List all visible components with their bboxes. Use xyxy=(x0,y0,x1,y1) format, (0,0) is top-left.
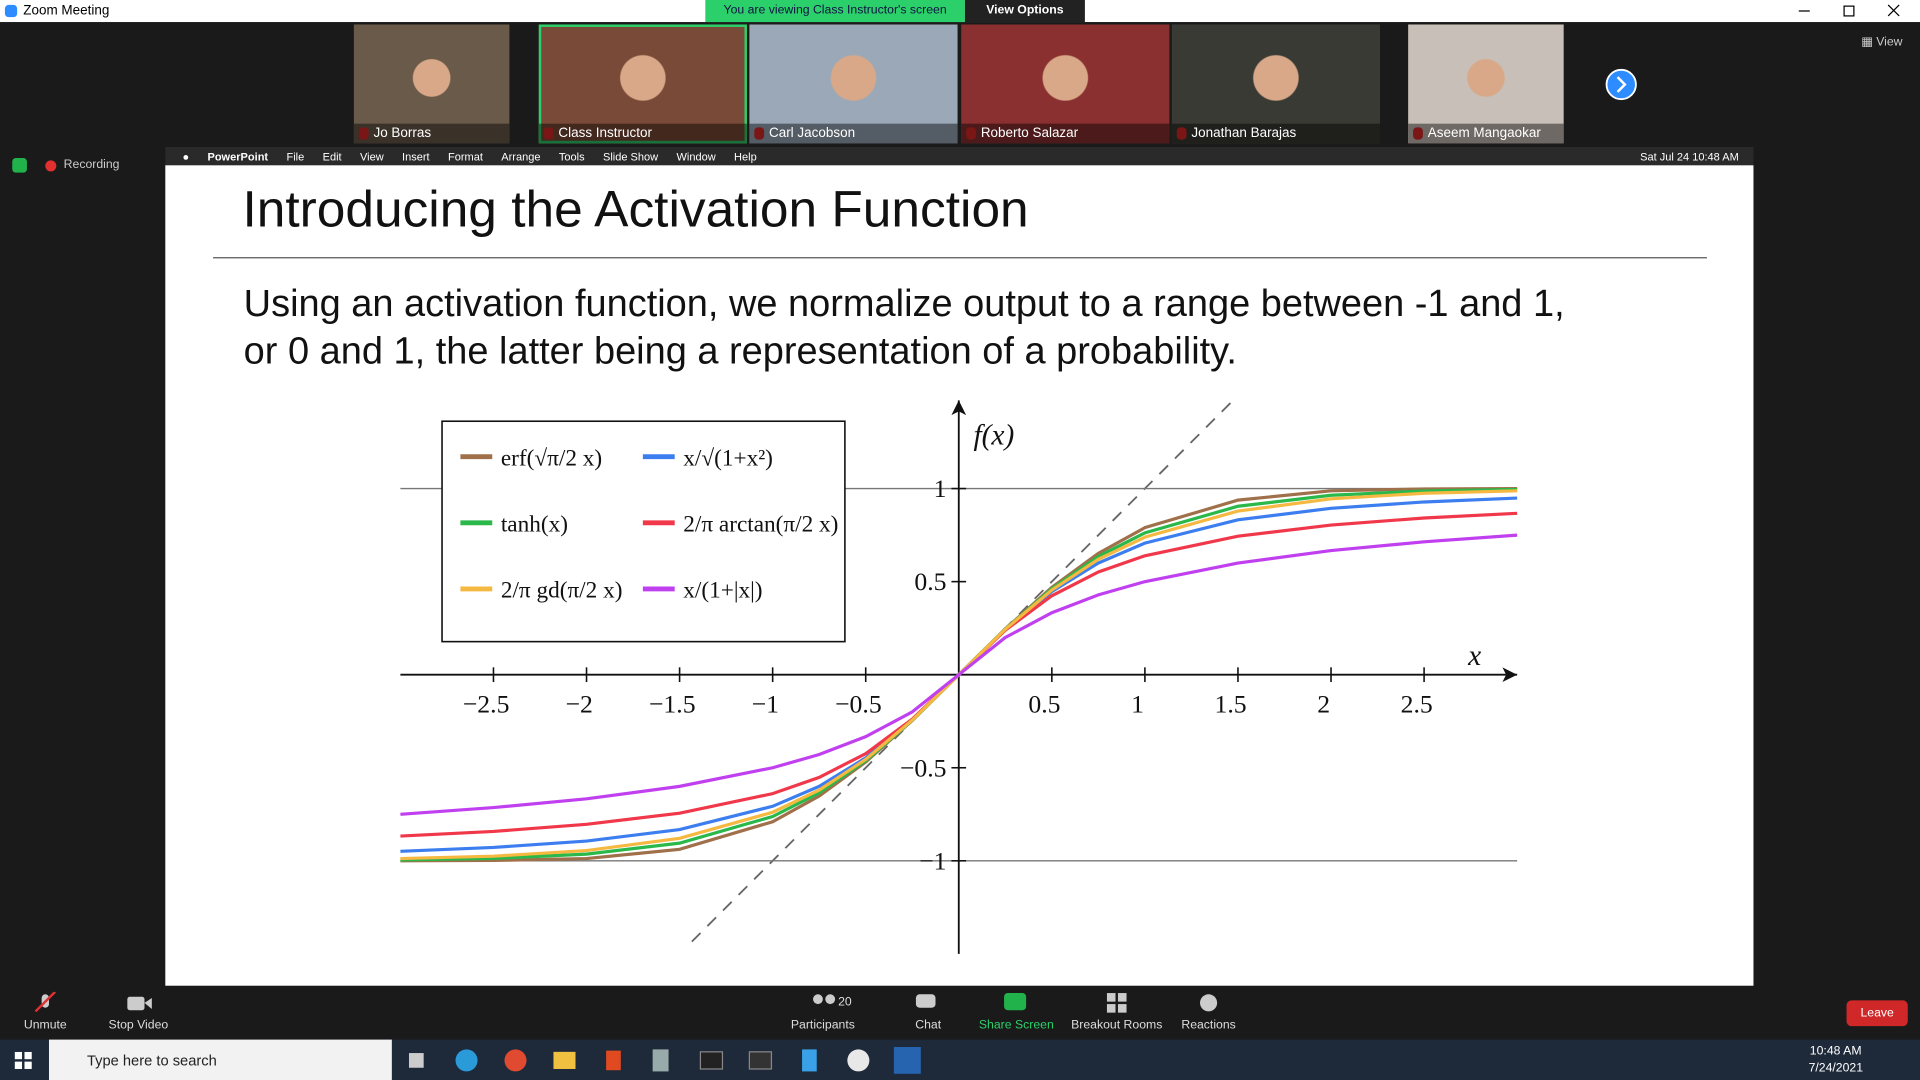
menu-item: Insert xyxy=(402,150,430,163)
body-line: or 0 and 1, the latter being a represent… xyxy=(243,329,1237,373)
menu-item: Format xyxy=(447,150,483,163)
y-axis-label: f(x) xyxy=(973,419,1014,451)
x-tick-label: 2 xyxy=(1317,690,1330,719)
zoom-icon xyxy=(4,4,18,18)
view-label: View xyxy=(1876,35,1903,49)
x-tick-label: 1.5 xyxy=(1215,690,1247,719)
participant-name: Class Instructor xyxy=(538,123,747,144)
start-button[interactable] xyxy=(14,1051,32,1069)
x-axis-label: x xyxy=(1467,640,1481,672)
y-tick-label: 1 xyxy=(934,474,947,503)
menu-item: Slide Show xyxy=(602,150,659,163)
taskbar-apps[interactable] xyxy=(404,1046,943,1074)
legend-label: erf(√π/2 x) xyxy=(501,445,602,471)
menu-item: Arrange xyxy=(501,150,541,163)
legend-label: x/(1+|x|) xyxy=(683,578,762,604)
view-options[interactable]: View Options xyxy=(964,0,1085,23)
x-tick-label: −1 xyxy=(752,690,779,719)
share-screen-button[interactable]: Share Screen xyxy=(978,1018,1054,1033)
legend-label: 2/π arctan(π/2 x) xyxy=(683,511,838,537)
video-tile: Jo Borras xyxy=(353,24,510,144)
menu-items: File Edit View Insert Format Arrange Tools Slid… xyxy=(286,150,775,162)
muted-icon xyxy=(966,127,976,140)
share-banner: You are viewing Class Instructor's scree… xyxy=(705,0,965,23)
y-tick-label: −0.5 xyxy=(900,753,947,782)
x-tick-label: 0.5 xyxy=(1028,690,1060,719)
muted-icon xyxy=(1413,127,1423,140)
toolbar-icons xyxy=(813,993,1218,1013)
unmute-button[interactable]: Unmute xyxy=(23,1018,67,1033)
view-button[interactable]: ▦ View xyxy=(1861,35,1903,49)
muted-icon xyxy=(754,127,765,140)
participant-count: 20 xyxy=(838,995,852,1009)
curve xyxy=(400,533,1518,816)
video-tile: Roberto Salazar xyxy=(961,24,1170,144)
chat-button[interactable]: Chat xyxy=(915,1018,942,1033)
muted-icon xyxy=(358,127,369,140)
next-page[interactable] xyxy=(1604,67,1638,101)
search-placeholder: Type here to search xyxy=(86,1051,217,1069)
body-line: Using an activation function, we normali… xyxy=(243,281,1565,325)
menu-item: View xyxy=(359,150,384,163)
recording-dot xyxy=(45,160,57,172)
participant-name: Jo Borras xyxy=(353,123,510,144)
menu-item: Edit xyxy=(322,150,342,163)
y-tick-label: 0.5 xyxy=(914,567,946,596)
search-box[interactable]: Type here to search xyxy=(48,1039,392,1080)
video-tile: Aseem Mangaokar xyxy=(1408,24,1564,144)
taskbar: Type here to search 10:48 AM 7/24/2021 xyxy=(0,1039,1920,1080)
mac-clock: Sat Jul 24 10:48 AM xyxy=(1640,150,1739,163)
video-tile: Class Instructor xyxy=(538,24,747,144)
muted-icon xyxy=(543,127,554,140)
breakout-rooms-button[interactable]: Breakout Rooms xyxy=(1071,1018,1163,1033)
legend-label: tanh(x) xyxy=(501,511,568,537)
menu-item: Window xyxy=(676,150,716,163)
x-tick-label: 1 xyxy=(1131,690,1144,719)
y-axis-arrow xyxy=(951,400,967,416)
participant-name: Aseem Mangaokar xyxy=(1408,123,1564,144)
x-tick-label: −0.5 xyxy=(835,690,882,719)
title-rule xyxy=(213,257,1707,259)
app-name: PowerPoint xyxy=(207,150,269,163)
stop-video-button[interactable]: Stop Video xyxy=(108,1018,169,1033)
muted-icon xyxy=(1176,127,1187,140)
legend-label: x/√(1+x²) xyxy=(683,445,773,471)
window-controls[interactable] xyxy=(1788,0,1920,22)
activation-chart: −2.5 −2 −1.5 −1 −0.5 0.5 1 1.5 2 2.5 −1 −0.5 0.5 1 x f(… xyxy=(400,399,1518,954)
participants-button[interactable]: Participants xyxy=(790,1018,855,1033)
video-tile: Carl Jacobson xyxy=(749,24,958,144)
x-axis-arrow xyxy=(1502,667,1518,683)
menu-item: File xyxy=(286,150,305,163)
reactions-button[interactable]: Reactions xyxy=(1181,1018,1236,1033)
apple-logo: ● xyxy=(182,150,190,163)
x-tick-label: −2 xyxy=(566,690,593,719)
menu-item: Help xyxy=(734,150,757,163)
legend-label: 2/π gd(π/2 x) xyxy=(501,578,623,604)
clock-time: 10:48 AM xyxy=(1809,1044,1862,1058)
leave-button[interactable]: Leave xyxy=(1846,1000,1908,1027)
x-tick-label: −1.5 xyxy=(649,690,696,719)
participant-name: Carl Jacobson xyxy=(749,123,958,144)
participant-name: Jonathan Barajas xyxy=(1171,123,1380,144)
mac-menu-bar: ● PowerPoint File Edit View Insert Format Arr… xyxy=(165,146,1754,166)
clock-date: 7/24/2021 xyxy=(1808,1061,1864,1076)
x-tick-label: −2.5 xyxy=(463,690,510,719)
security-icon xyxy=(12,157,27,173)
x-tick-label: 2.5 xyxy=(1401,690,1433,719)
window-title: Zoom Meeting xyxy=(23,3,110,19)
av-icons xyxy=(34,991,152,1013)
slide-title: Introducing the Activation Function xyxy=(242,180,1029,238)
menu-item: Tools xyxy=(558,150,585,163)
participant-name: Roberto Salazar xyxy=(961,123,1170,144)
y-tick-label: −1 xyxy=(919,846,946,875)
recording-label: Recording xyxy=(63,157,120,172)
video-tile: Jonathan Barajas xyxy=(1171,24,1380,144)
title-bar: Zoom Meeting You are viewing Class Instr… xyxy=(0,0,1920,23)
